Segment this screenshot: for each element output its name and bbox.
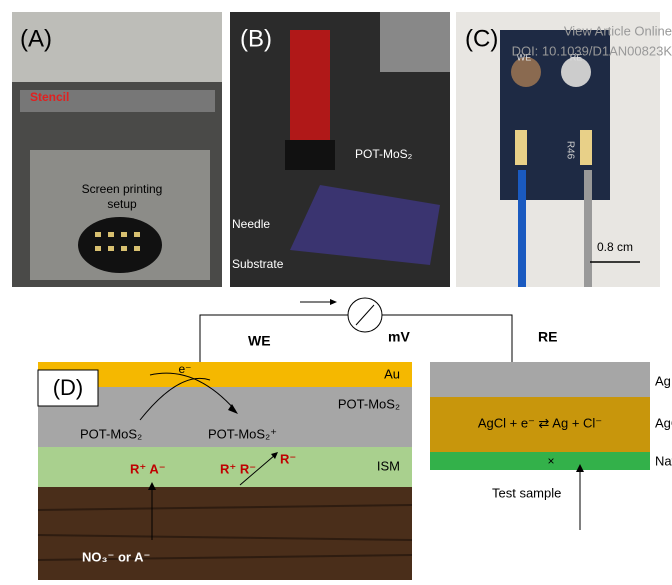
- label: POT-MoS₂: [338, 396, 400, 411]
- figure: (A) Stencil Screen printing setup (B) PO…: [0, 0, 672, 585]
- panel-label: (B): [240, 25, 272, 52]
- label: R46: [564, 141, 575, 160]
- svg-text:×: ×: [547, 454, 554, 468]
- label: POT-MoS₂: [355, 147, 413, 161]
- label: setup: [107, 197, 137, 211]
- label: AgCl: [655, 415, 672, 430]
- label: POT-MoS₂⁺: [208, 426, 277, 441]
- label: R⁺ A⁻: [130, 461, 166, 476]
- label: Au: [384, 366, 400, 381]
- watermark: DOI: 10.1039/D1AN00823K: [512, 43, 672, 58]
- photo-b: (B) POT-MoS₂ Needle Substrate: [230, 12, 450, 287]
- label: e⁻: [178, 362, 191, 376]
- label: POT-MoS₂: [80, 426, 142, 441]
- label: Nafion: [655, 453, 672, 468]
- label: Substrate: [232, 257, 284, 271]
- diagram-d: × WE mV RE Au POT-MoS₂ ISM (D) e⁻ POT-Mo…: [38, 298, 672, 580]
- label: AgCl + e⁻ ⇄ Ag + Cl⁻: [478, 415, 602, 430]
- label: Stencil: [30, 90, 69, 104]
- label: Needle: [232, 217, 270, 231]
- photo-c: (C) WE RE R46 0.8 cm View Article Online…: [456, 12, 672, 287]
- label: ISM: [377, 458, 400, 473]
- photo-a: (A) Stencil Screen printing setup: [12, 12, 222, 287]
- label: 0.8 cm: [597, 240, 633, 254]
- label: NO₃⁻ or A⁻: [82, 549, 150, 564]
- panel-label: (A): [20, 25, 52, 52]
- label: Screen printing: [82, 182, 163, 196]
- label: RE: [538, 329, 557, 345]
- watermark: View Article Online: [564, 23, 672, 38]
- label: R⁻: [280, 451, 296, 466]
- label: Ag: [655, 373, 671, 388]
- panel-label: (C): [465, 25, 498, 52]
- panel-label: (D): [53, 375, 84, 400]
- label: WE: [248, 333, 271, 349]
- label: R⁺ R⁻: [220, 461, 256, 476]
- label: mV: [388, 329, 410, 345]
- label: Test sample: [492, 485, 561, 500]
